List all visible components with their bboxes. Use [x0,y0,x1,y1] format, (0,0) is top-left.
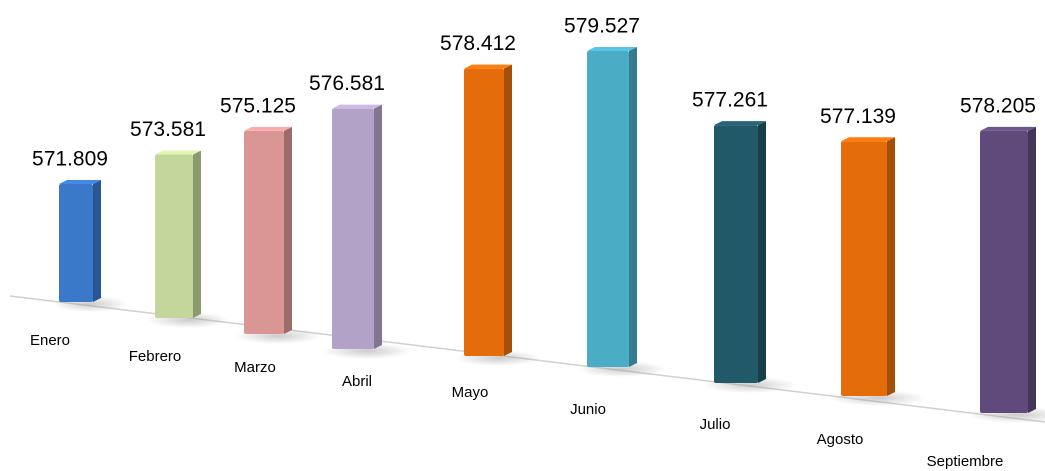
bar-side [284,126,292,334]
category-label: Febrero [129,348,182,365]
value-label: 579.527 [564,15,640,38]
category-label: Julio [700,416,731,433]
bar-side [193,150,201,318]
bar [59,184,93,302]
value-label: 576.581 [309,72,385,95]
bar-top [841,137,895,142]
bar [980,130,1028,413]
bar [332,108,374,350]
value-label: 577.139 [820,105,896,128]
bar-top [332,104,382,109]
category-label: Agosto [817,431,864,448]
value-label: 575.125 [220,94,296,117]
category-label: Marzo [234,359,276,376]
bar [464,68,504,357]
category-label: Mayo [452,384,489,401]
bar-side [758,121,766,383]
bar-side [374,104,382,350]
bar-top [714,121,766,126]
bar [714,125,758,383]
bar-side [629,47,637,367]
bar-top [587,47,637,51]
bar-top [980,126,1036,131]
bar [244,130,284,334]
category-label: Abril [342,373,372,390]
bar [155,154,193,318]
category-label: Septiembre [927,453,1004,470]
bar-side [504,64,512,357]
value-label: 577.261 [692,89,768,112]
bar-top [464,64,512,69]
bar-side [93,180,101,302]
bar-top [155,150,201,155]
bar [841,141,887,396]
bar-side [887,137,895,396]
value-label: 578.205 [960,94,1036,117]
value-label: 578.412 [440,32,516,55]
category-label: Enero [30,332,70,349]
category-label: Junio [570,401,606,418]
bar [587,51,629,367]
bar-top [244,126,292,131]
bar-side [1028,126,1036,413]
bar-top [59,180,101,184]
value-label: 573.581 [130,118,206,141]
value-label: 571.809 [32,148,108,171]
